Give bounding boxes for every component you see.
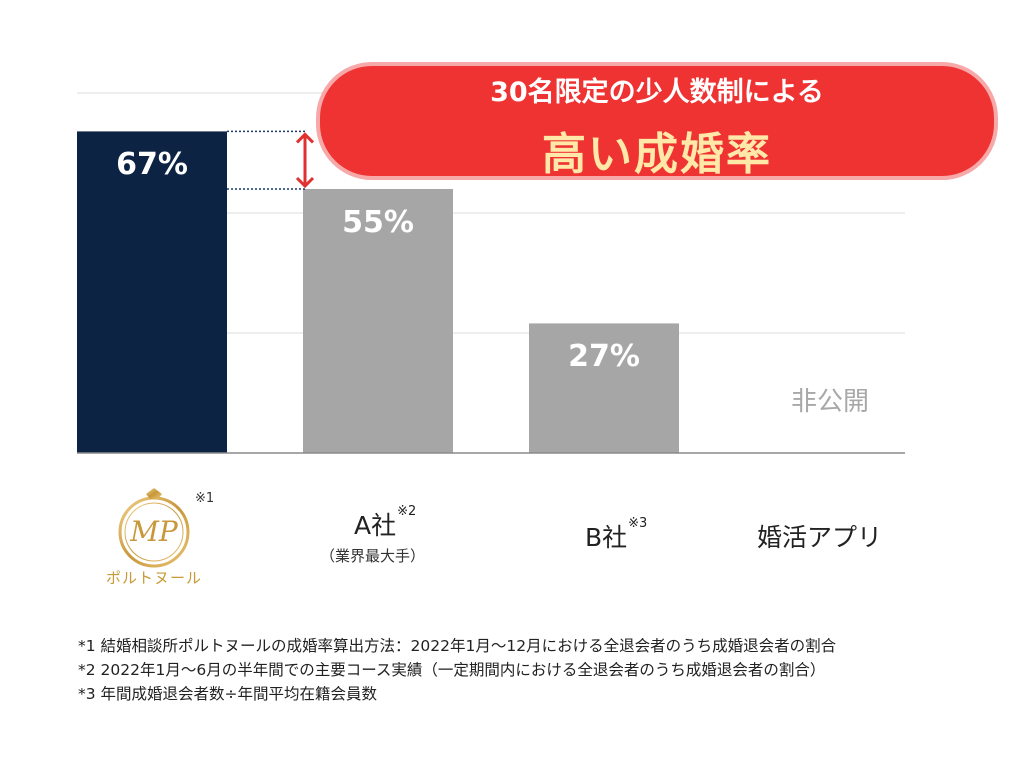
bar-value-label: 27% [568, 339, 640, 375]
bar-value-label: 55% [342, 205, 414, 240]
footnote-3: *3 年間成婚退会者数÷年間平均在籍会員数 [78, 685, 378, 703]
bar [303, 189, 453, 453]
note-marker-1: ※1 [195, 491, 215, 506]
bar [529, 323, 679, 453]
callout-line1: 30名限定の少人数制による [490, 77, 824, 108]
callout-bubble [316, 62, 998, 180]
category-b: B社※3 [585, 516, 648, 554]
note-marker-2: ※2 [397, 504, 417, 519]
category-app: 婚活アプリ [757, 523, 883, 552]
note-marker-3: ※3 [628, 516, 648, 531]
difference-arrow-head-down [295, 176, 315, 189]
footnote-2: *2 2022年1月～6月の半年間での主要コース実績（一定期間内における全退会者… [78, 661, 826, 679]
category-a-subtitle: （業界最大手） [320, 547, 426, 565]
portenour-logo-text: ポルトヌール [105, 569, 202, 587]
callout-line2: 高い成婚率 [542, 129, 772, 180]
footnotes: *1 結婚相談所ポルトヌールの成婚率算出方法：2022年1月～12月における全退… [78, 634, 836, 706]
difference-arrow-head-up [295, 132, 315, 144]
category-b-label: B社 [585, 523, 628, 552]
bar [77, 131, 227, 453]
svg-text:MP: MP [129, 515, 179, 548]
bar-value-label: 非公開 [790, 387, 869, 417]
category-a-label: A社 [354, 511, 397, 540]
portenour-logo-icon: MP [118, 488, 190, 568]
bar-value-label: 67% [116, 147, 188, 183]
category-a: A社※2 [354, 504, 417, 542]
footnote-1: *1 結婚相談所ポルトヌールの成婚率算出方法：2022年1月～12月における全退… [78, 637, 837, 655]
